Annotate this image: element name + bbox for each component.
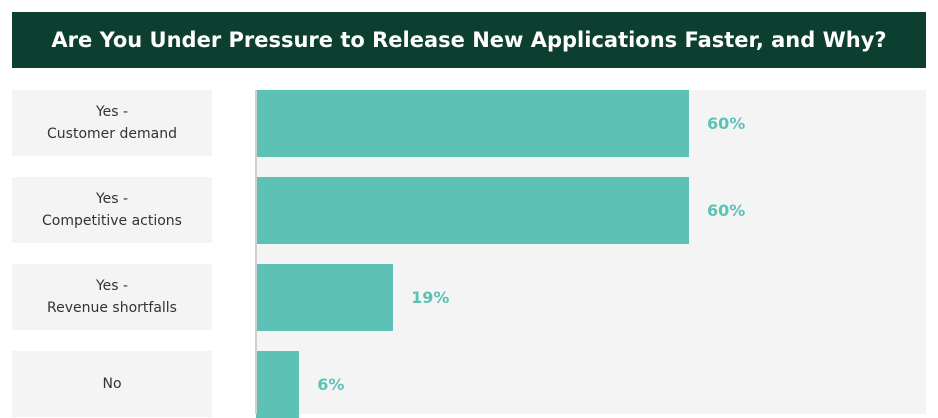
bar [256, 90, 689, 157]
category-label: Yes - Competitive actions [12, 177, 212, 243]
category-label: Yes - Customer demand [12, 90, 212, 156]
chart-title: Are You Under Pressure to Release New Ap… [12, 12, 926, 68]
bar [256, 264, 394, 331]
value-label: 6% [317, 375, 345, 394]
value-label: 60% [707, 114, 746, 133]
category-label: Yes - Revenue shortfalls [12, 264, 212, 330]
category-label: No [12, 351, 212, 417]
bar [256, 177, 689, 244]
bar [256, 351, 300, 418]
axis-line [255, 90, 257, 414]
value-label: 19% [411, 288, 450, 307]
value-label: 60% [707, 201, 746, 220]
